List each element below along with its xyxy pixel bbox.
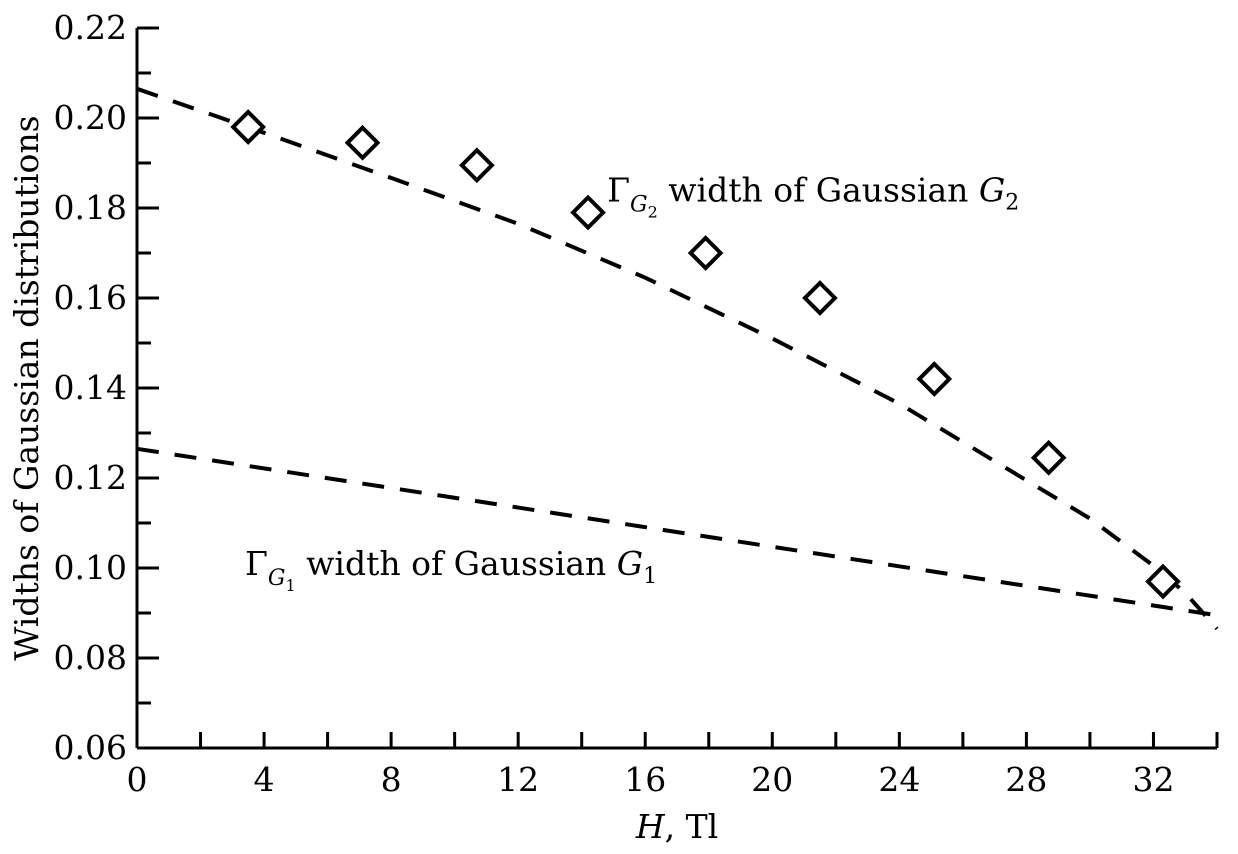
- fit-line-1: [136, 86, 1219, 631]
- fit-line-2: [136, 446, 1218, 618]
- data-point: [570, 194, 606, 231]
- x-axis-unit: , Tl: [665, 807, 719, 846]
- y-axis-title: Widths of Gaussian distributions: [7, 115, 46, 660]
- y-tick-label: 0.10: [54, 548, 127, 587]
- data-point: [1030, 439, 1067, 476]
- annotation-1: ΓG2 width of Gaussian G2: [607, 170, 1019, 221]
- x-tick-label: 0: [127, 760, 148, 799]
- x-tick-label: 24: [878, 760, 920, 799]
- x-tick-label: 16: [624, 760, 666, 799]
- fit-lines: [136, 86, 1219, 631]
- data-point: [1145, 563, 1181, 600]
- axes: 0 4 8 12 16 20 24 28 32 0.06 0.08 0.10 0.12 0.14 0.16 0…: [54, 8, 1219, 799]
- data-point: [459, 147, 495, 184]
- x-tick-label: 4: [254, 760, 275, 799]
- y-tick-label: 0.08: [54, 638, 127, 677]
- x-tick-label: 8: [381, 760, 402, 799]
- y-tick-label: 0.22: [54, 8, 127, 47]
- y-tick-label: 0.14: [54, 368, 127, 407]
- data-point: [802, 280, 838, 316]
- x-axis-variable: H: [635, 807, 666, 846]
- x-tick-label: 32: [1132, 760, 1174, 799]
- data-point: [687, 235, 724, 271]
- y-tick-label: 0.20: [54, 98, 127, 137]
- y-tick-label: 0.06: [54, 728, 127, 767]
- y-tick-label: 0.12: [54, 458, 127, 497]
- x-axis-title: H, Tl: [635, 807, 718, 846]
- data-point: [230, 109, 267, 145]
- data-point: [344, 124, 381, 161]
- y-tick-label: 0.18: [54, 188, 127, 227]
- x-tick-label: 28: [1005, 760, 1047, 799]
- annotation-2: ΓG1 width of Gaussian G1: [245, 544, 657, 595]
- data-point: [916, 361, 953, 397]
- y-tick-label: 0.16: [54, 278, 127, 317]
- annotations: ΓG2 width of Gaussian G2 ΓG1 width of Gau…: [245, 170, 1019, 595]
- x-tick-label: 20: [751, 760, 793, 799]
- x-tick-label: 12: [497, 760, 539, 799]
- data-markers: [230, 109, 1181, 600]
